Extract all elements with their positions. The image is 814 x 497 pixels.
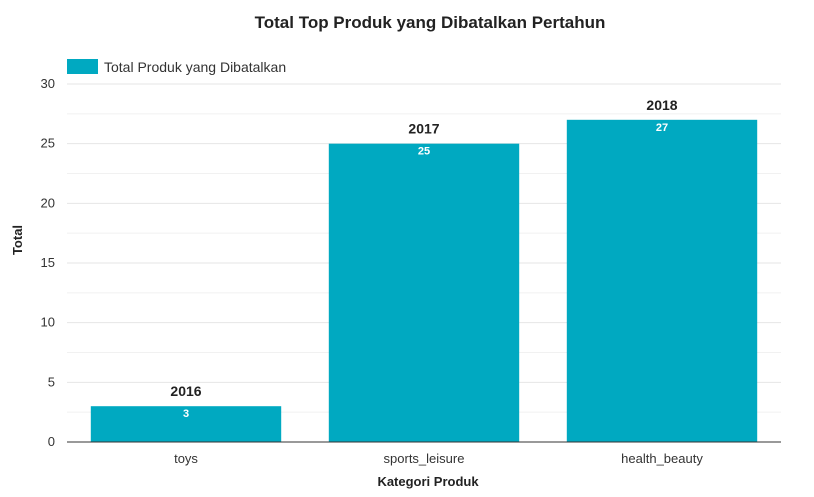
y-tick-label: 0 (48, 434, 55, 449)
y-axis-title: Total (10, 225, 25, 255)
bar-labels: 3 2016 25 2017 27 2018 (170, 97, 677, 420)
legend: Total Produk yang Dibatalkan (67, 59, 286, 75)
y-tick-label: 30 (41, 76, 55, 91)
y-tick-label: 15 (41, 255, 55, 270)
bar-annotation-label: 2016 (170, 383, 201, 399)
bar (328, 143, 520, 442)
y-axis-ticks: 0 5 10 15 20 25 30 (41, 76, 55, 449)
y-tick-label: 25 (41, 136, 55, 151)
y-tick-label: 5 (48, 374, 55, 389)
x-tick-label: sports_leisure (384, 451, 465, 466)
bar (566, 119, 758, 443)
y-tick-label: 10 (41, 315, 55, 330)
bar-value-label: 3 (183, 408, 189, 420)
bar-value-label: 25 (418, 146, 430, 158)
y-tick-label: 20 (41, 195, 55, 210)
bar-annotation-label: 2017 (408, 121, 439, 137)
bar-annotation-label: 2018 (646, 97, 677, 113)
legend-label: Total Produk yang Dibatalkan (104, 59, 286, 75)
x-tick-label: toys (174, 451, 198, 466)
bars (90, 119, 758, 443)
bar-value-label: 27 (656, 122, 668, 134)
x-axis-title: Kategori Produk (377, 474, 479, 489)
legend-swatch (67, 59, 98, 74)
x-axis-ticks: toys sports_leisure health_beauty (174, 451, 703, 466)
x-tick-label: health_beauty (621, 451, 703, 466)
chart-title: Total Top Produk yang Dibatalkan Pertahu… (255, 13, 606, 32)
bar (90, 406, 282, 442)
